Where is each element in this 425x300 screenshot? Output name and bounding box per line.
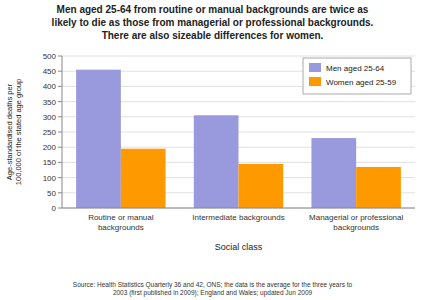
text-line: There are also sizeable differences for … [102, 30, 324, 41]
y-axis-label: Age-standardised deaths per100,000 of th… [5, 79, 23, 185]
text-line: Routine or manual [88, 213, 154, 222]
page: {"chart_data": {"type": "bar", "title": … [0, 0, 425, 300]
x-tick-label: Routine or manualbackgrounds [88, 213, 154, 232]
bar [194, 115, 239, 208]
text-line: Men aged 25-64 from routine or manual ba… [57, 4, 369, 15]
text-line: Age-standardised deaths per [5, 83, 14, 180]
background [0, 0, 425, 300]
legend-swatch [309, 63, 321, 72]
tick-mark [58, 147, 62, 148]
bar [311, 138, 356, 208]
text-line: Managerial or professional [309, 213, 403, 222]
bar [356, 167, 401, 208]
tick-mark [58, 56, 62, 57]
y-axis [62, 56, 63, 208]
text-line: likely to die as those from managerial o… [52, 17, 374, 28]
bar [121, 149, 166, 208]
chart: Men aged 25-64 from routine or manual ba… [0, 0, 425, 300]
x-axis-label: Social class [215, 242, 263, 252]
legend-label: Men aged 25-64 [326, 64, 385, 73]
bar [76, 70, 121, 208]
tick-mark [58, 71, 62, 72]
tick-mark [58, 162, 62, 163]
tick-mark [58, 177, 62, 178]
grid-line [62, 56, 415, 57]
text-line: backgrounds [333, 223, 379, 232]
tick-mark [58, 101, 62, 102]
y-tick-label: 450 [43, 67, 57, 76]
y-axis-label-group: Age-standardised deaths per100,000 of th… [5, 79, 23, 185]
legend: Men aged 25-64 Women aged 25-59 [303, 58, 411, 94]
text-line: backgrounds [98, 223, 144, 232]
bar [239, 164, 284, 208]
tick-mark [58, 116, 62, 117]
text-line: Source: Health Statistics Quarterly 36 a… [73, 281, 353, 289]
tick-mark [58, 86, 62, 87]
tick-mark [58, 208, 62, 209]
tick-mark [58, 192, 62, 193]
text-line: 2003 (first published in 2009); England … [113, 289, 313, 297]
text-line: Intermediate backgrounds [192, 213, 285, 222]
tick-mark [58, 132, 62, 133]
y-tick-label: 250 [43, 128, 57, 137]
y-tick-label: 350 [43, 98, 57, 107]
y-tick-label: 500 [43, 52, 57, 61]
title: Men aged 25-64 from routine or manual ba… [52, 4, 374, 41]
legend-label: Women aged 25-59 [326, 78, 397, 87]
y-tick-label: 200 [43, 143, 57, 152]
x-axis [62, 208, 415, 209]
legend-box [303, 58, 411, 94]
x-tick-label: Intermediate backgrounds [192, 213, 285, 222]
y-tick-label: 400 [43, 82, 57, 91]
y-tick-label: 150 [43, 158, 57, 167]
grid-line [62, 208, 415, 209]
y-tick-label: 300 [43, 113, 57, 122]
legend-swatch [309, 77, 321, 86]
grid [62, 56, 415, 208]
y-tick-label: 50 [47, 189, 56, 198]
x-tick-label: Managerial or professionalbackgrounds [309, 213, 403, 232]
y-tick-label: 100 [43, 174, 57, 183]
source-note: Source: Health Statistics Quarterly 36 a… [73, 281, 353, 297]
text-line: 100,000 of the stated age group [14, 79, 23, 185]
y-tick-label: 0 [52, 204, 57, 213]
